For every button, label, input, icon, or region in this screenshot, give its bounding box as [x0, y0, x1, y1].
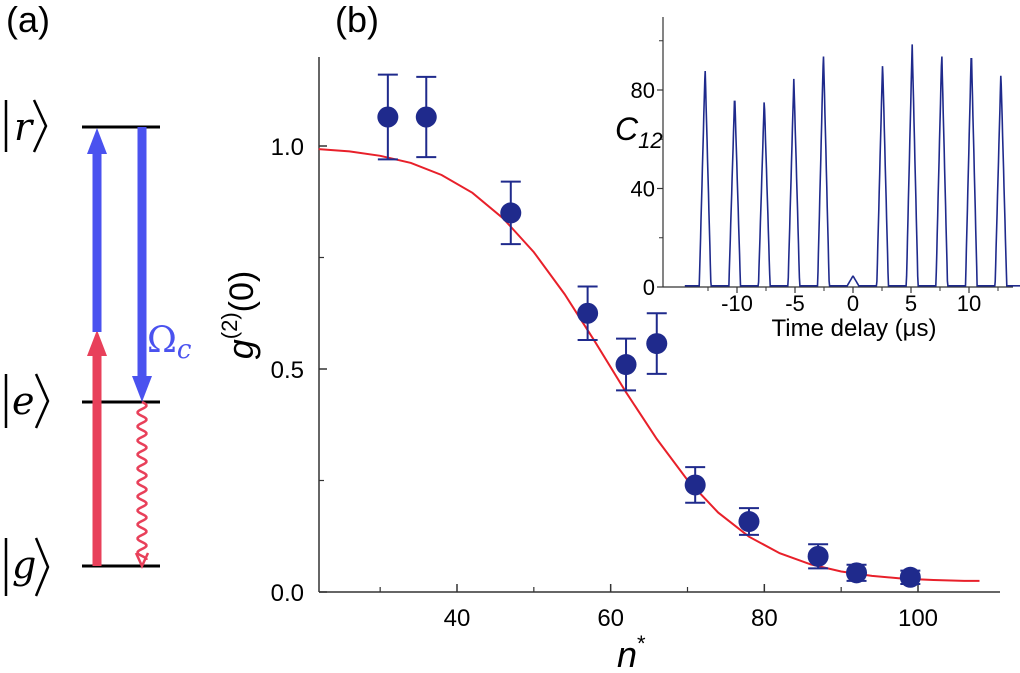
ket-r-label: r [14, 105, 35, 149]
data-point [500, 180, 522, 246]
marker [807, 545, 829, 567]
inset-axes [662, 17, 1013, 288]
x-tick-label: 80 [751, 605, 778, 632]
inset-x-tick-label: 0 [847, 291, 859, 316]
marker [646, 333, 668, 355]
data-point [684, 466, 706, 504]
marker [615, 354, 637, 376]
main-ticks: 40 60 80 100 0.0 0.5 1.0 [271, 134, 938, 632]
probe-arrow-head [87, 330, 107, 356]
x-tick-label: 60 [597, 605, 624, 632]
y-tick-label: 1.0 [271, 134, 304, 161]
x-tick-label: 40 [444, 605, 471, 632]
marker [899, 566, 921, 588]
inset-ticks: -10 -5 0 5 10 0 40 80 [631, 40, 999, 316]
marker [684, 474, 706, 496]
data-point [377, 73, 399, 161]
marker [846, 562, 868, 584]
data-point [646, 312, 668, 375]
inset-x-tick-label: 10 [957, 291, 981, 316]
ket-e-label: e [12, 379, 35, 423]
data-point [807, 543, 829, 570]
marker [500, 202, 522, 224]
inset-plot: -10 -5 0 5 10 0 40 80 C12 Time delay (μs) [615, 17, 1020, 342]
inset-x-label: Time delay (μs) [772, 315, 937, 342]
data-point [415, 75, 437, 159]
coupling-down-arrow-head [132, 376, 152, 402]
inset-y-label: C12 [615, 111, 663, 153]
fit-curve [318, 148, 980, 582]
coupling-label: Ωc [147, 320, 192, 365]
level-diagram: r e g Ωc [4, 99, 192, 597]
inset-y-tick-label: 0 [643, 275, 655, 300]
ket-e: e [4, 373, 50, 429]
inset-x-tick-label: -10 [721, 291, 753, 316]
data-point [846, 562, 868, 584]
decay-wavy-line [136, 400, 148, 560]
data-point [899, 566, 921, 588]
marker [415, 106, 437, 128]
ket-r: r [4, 99, 48, 153]
marker [738, 511, 760, 533]
y-tick-label: 0.5 [271, 357, 304, 384]
data-point [577, 285, 599, 342]
data-point [738, 507, 760, 536]
marker [577, 302, 599, 324]
data-points [377, 73, 921, 588]
y-tick-label: 0.0 [271, 580, 304, 607]
marker [377, 106, 399, 128]
inset-y-tick-label: 80 [631, 78, 655, 103]
inset-y-tick-label: 40 [631, 177, 655, 202]
ket-g: g [4, 537, 50, 597]
panel-label-b: (b) [335, 0, 379, 40]
decay-arrow-head [134, 552, 150, 569]
x-tick-label: 100 [898, 605, 938, 632]
inset-x-tick-label: -5 [785, 291, 805, 316]
panel-label-a: (a) [6, 0, 50, 40]
x-axis-label: n* [617, 631, 646, 673]
inset-correlation-trace [684, 44, 1020, 287]
coupling-up-arrow-head [87, 128, 107, 154]
data-point [615, 337, 637, 392]
ket-g-label: g [12, 543, 36, 587]
inset-x-tick-label: 5 [905, 291, 917, 316]
y-axis-label: g(2)(0) [217, 271, 261, 359]
